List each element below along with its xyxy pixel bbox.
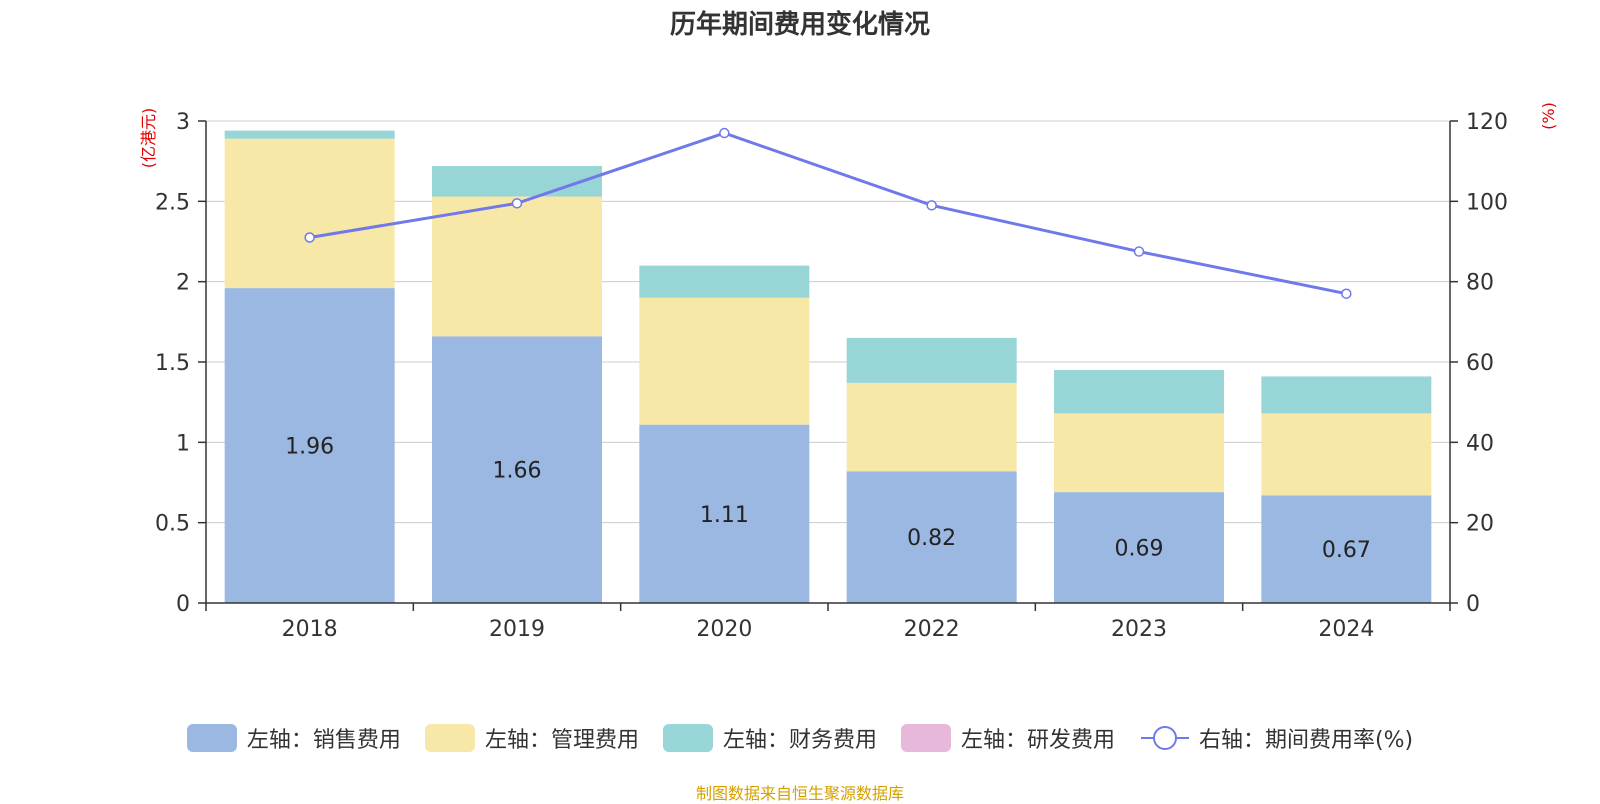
bar-segment: [639, 297, 810, 425]
chart-title: 历年期间费用变化情况: [669, 10, 930, 40]
legend-item[interactable]: 左轴：管理费用: [424, 722, 639, 754]
bar-segment: [1054, 413, 1224, 493]
data-label: 0.67: [1322, 538, 1371, 563]
bar-segment: [224, 130, 395, 139]
y-left-tick-label: 0: [176, 592, 190, 617]
y-right-tick-label: 0: [1466, 592, 1480, 617]
bar-segment: [1054, 492, 1224, 603]
y-left-tick-label: 0.5: [155, 512, 190, 537]
x-tick-label: 2023: [1111, 617, 1167, 642]
y-left-tick-label: 1.5: [155, 351, 190, 376]
legend: 左轴：销售费用 左轴：管理费用 左轴：财务费用 左轴：研发费用 右轴：期间费用率(%): [0, 722, 1600, 754]
y-left-tick-label: 1: [176, 431, 190, 456]
x-tick-label: 2022: [904, 617, 960, 642]
legend-swatch: [662, 724, 713, 752]
bar-segment: [639, 424, 810, 603]
bar-segment: [1054, 370, 1224, 414]
rate-point: [1341, 288, 1352, 299]
y-right-unit-label: (%): [1539, 102, 1558, 130]
data-label: 1.96: [285, 435, 334, 460]
axes: 0 0.5 1 1.5 2 2.5 3 0 20 40 60 80 100 120 2018 2019 2020…: [139, 102, 1558, 642]
legend-item[interactable]: 右轴：期间费用率(%): [1139, 722, 1413, 754]
y-right-tick-label: 80: [1466, 271, 1494, 296]
data-labels: 1.96 1.66 1.11 0.82 0.69 0.67: [285, 435, 1371, 564]
bar-segment: [432, 165, 602, 197]
bar-segment: [1261, 495, 1432, 603]
bar-segment: [1261, 376, 1432, 414]
rate-point: [511, 198, 523, 209]
bar-segment: [224, 138, 395, 289]
source-note: 制图数据来自恒生聚源数据库: [695, 784, 904, 803]
rate-point: [719, 127, 730, 139]
y-left-tick-label: 2.5: [155, 190, 190, 215]
bar-segment: [432, 336, 602, 603]
legend-label: 左轴：销售费用: [246, 728, 401, 753]
bar-segment: [432, 196, 602, 337]
rate-line: [304, 127, 1352, 299]
legend-swatch: [900, 724, 951, 752]
bar-segment: [224, 288, 395, 603]
x-tick-label: 2024: [1318, 617, 1374, 642]
y-right-tick-label: 40: [1466, 431, 1494, 456]
bar-segment: [639, 265, 810, 298]
data-label: 1.11: [700, 503, 749, 528]
rate-polyline: [309, 131, 1347, 296]
x-tick-label: 2020: [696, 617, 752, 642]
legend-label: 左轴：研发费用: [960, 728, 1115, 753]
legend-label: 左轴：管理费用: [484, 728, 639, 753]
rate-point: [1133, 246, 1145, 257]
bar-segment: [1261, 413, 1432, 496]
legend-swatch: [424, 724, 475, 752]
y-right-tick-label: 20: [1466, 512, 1494, 537]
legend-item[interactable]: 左轴：财务费用: [662, 722, 877, 754]
data-label: 0.82: [907, 526, 956, 551]
data-label: 0.69: [1115, 537, 1164, 562]
y-right-tick-label: 60: [1466, 351, 1494, 376]
bar-segment: [846, 337, 1017, 383]
y-right-tick-label: 120: [1466, 110, 1508, 135]
gridlines: [206, 120, 1450, 524]
bars: [224, 130, 1432, 603]
rate-point: [304, 232, 315, 243]
data-label: 1.66: [493, 459, 542, 484]
y-left-unit-label: (亿港元): [139, 108, 158, 169]
bar-segment: [846, 471, 1017, 603]
legend-line-swatch: [1140, 726, 1189, 750]
y-right-tick-label: 100: [1466, 190, 1508, 215]
legend-item[interactable]: 左轴：研发费用: [900, 722, 1115, 754]
legend-item[interactable]: 左轴：销售费用: [186, 722, 401, 754]
legend-label: 右轴：期间费用率(%): [1198, 728, 1414, 753]
legend-swatch: [186, 724, 237, 752]
y-left-tick-label: 3: [176, 110, 190, 135]
rate-point: [926, 200, 937, 211]
x-tick-label: 2018: [282, 617, 338, 642]
bar-segment: [846, 382, 1017, 472]
x-tick-label: 2019: [489, 617, 545, 642]
legend-label: 左轴：财务费用: [722, 728, 877, 753]
y-left-tick-label: 2: [176, 271, 190, 296]
